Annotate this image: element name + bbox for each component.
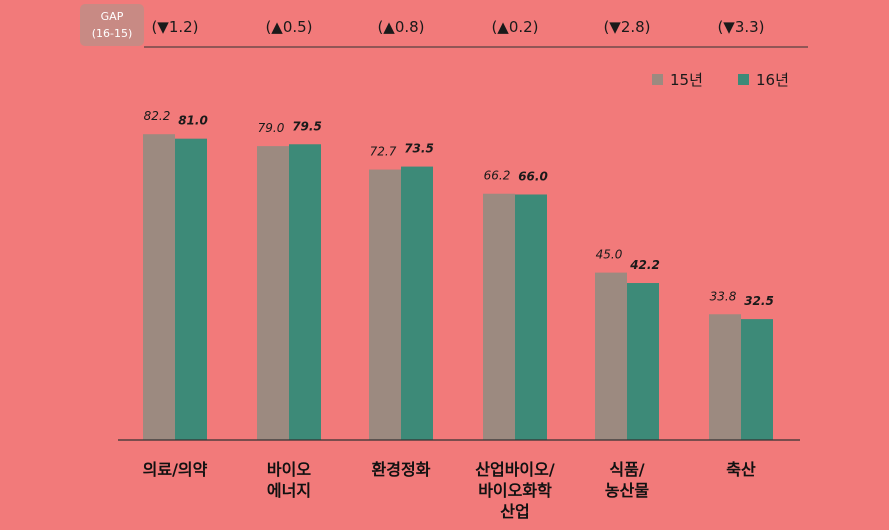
gap-value: (▼3.3) <box>717 18 764 36</box>
gap-value: (▲0.8) <box>377 18 424 36</box>
category-label: 농산물 <box>605 481 649 500</box>
category-label: 바이오 <box>267 460 311 479</box>
value-label-15: 66.2 <box>484 169 511 183</box>
bar-15 <box>369 169 401 440</box>
bar-16 <box>175 138 207 440</box>
bar-15 <box>483 193 515 440</box>
category-label: 식품/ <box>609 460 644 479</box>
value-label-16: 79.5 <box>292 119 322 133</box>
value-label-16: 42.2 <box>629 258 660 272</box>
value-label-16: 73.5 <box>404 142 434 156</box>
value-label-15: 33.8 <box>710 289 737 303</box>
gap-badge-label: (16-15) <box>92 27 133 40</box>
legend-swatch-16 <box>738 74 749 85</box>
category-label: 바이오화학 <box>478 481 552 500</box>
category-label: 에너지 <box>267 481 311 500</box>
category-label: 산업 <box>500 502 529 521</box>
value-label-16: 81.0 <box>178 114 208 128</box>
value-label-15: 72.7 <box>370 145 397 159</box>
gap-badge <box>80 4 144 46</box>
bar-16 <box>401 166 433 440</box>
legend-label-16: 16년 <box>756 71 789 89</box>
category-label: 의료/의약 <box>143 460 208 479</box>
gap-badge-label: GAP <box>101 10 124 23</box>
gap-value: (▼2.8) <box>603 18 650 36</box>
bar-16 <box>741 319 773 440</box>
bar-15 <box>257 146 289 440</box>
bar-15 <box>595 272 627 440</box>
value-label-16: 66.0 <box>518 169 548 183</box>
bar-15 <box>143 134 175 440</box>
legend-swatch-15 <box>652 74 663 85</box>
legend-label-15: 15년 <box>670 71 703 89</box>
gap-value: (▲0.5) <box>265 18 312 36</box>
value-label-15: 82.2 <box>144 109 171 123</box>
gap-value: (▲0.2) <box>491 18 538 36</box>
category-label: 축산 <box>726 460 756 479</box>
value-label-15: 79.0 <box>258 121 285 135</box>
bar-15 <box>709 314 741 440</box>
gap-value: (▼1.2) <box>151 18 198 36</box>
value-label-15: 45.0 <box>596 248 623 262</box>
bar-16 <box>627 283 659 440</box>
category-label: 환경정화 <box>372 460 431 479</box>
category-label: 산업바이오/ <box>475 460 555 479</box>
value-label-16: 32.5 <box>744 294 774 308</box>
bar-16 <box>289 144 321 440</box>
bar-16 <box>515 194 547 440</box>
